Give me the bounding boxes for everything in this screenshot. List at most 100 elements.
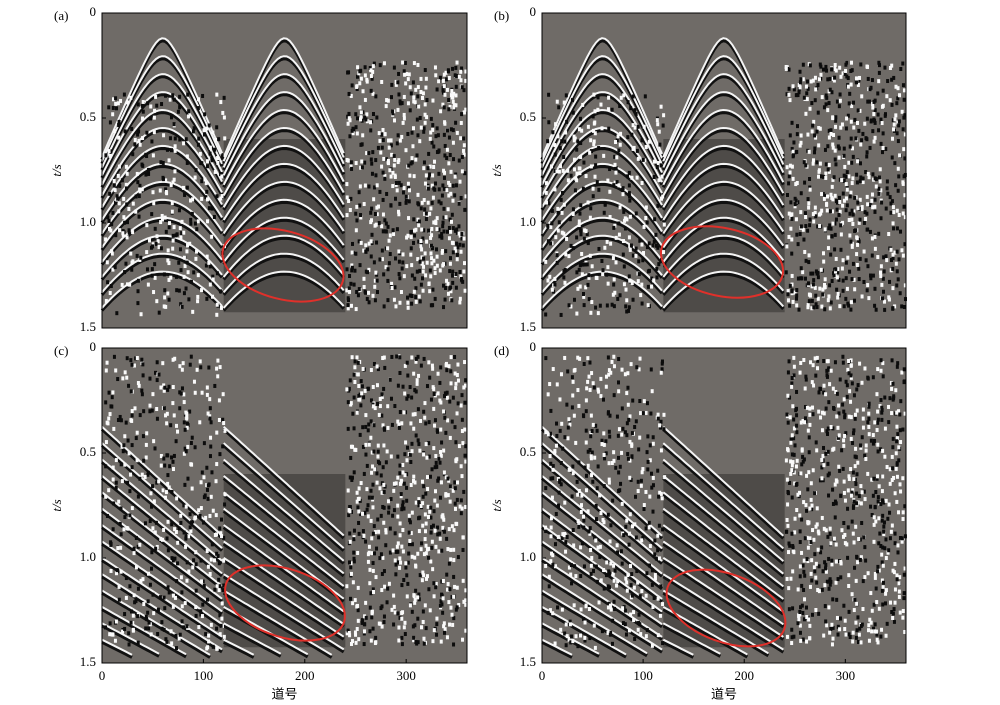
noise xyxy=(171,459,175,464)
noise xyxy=(627,183,631,188)
noise xyxy=(572,134,576,139)
noise xyxy=(414,500,418,505)
noise xyxy=(577,219,581,224)
noise xyxy=(569,243,573,248)
noise xyxy=(220,601,224,606)
reflection-shadow xyxy=(541,608,627,659)
noise xyxy=(433,528,437,533)
noise xyxy=(863,453,867,458)
noise xyxy=(870,477,874,482)
noise xyxy=(807,299,811,304)
noise xyxy=(816,110,820,115)
noise xyxy=(881,361,885,366)
noise xyxy=(555,169,559,174)
noise xyxy=(381,356,385,361)
noise xyxy=(222,535,226,540)
noise xyxy=(844,68,848,73)
noise xyxy=(357,509,361,514)
noise xyxy=(569,640,573,645)
noise xyxy=(615,155,619,160)
noise xyxy=(452,105,456,110)
noise xyxy=(208,145,212,150)
noise xyxy=(876,367,880,372)
noise xyxy=(811,78,815,83)
noise xyxy=(195,227,199,232)
noise xyxy=(393,174,397,179)
noise xyxy=(860,138,864,143)
noise xyxy=(190,435,194,440)
noise xyxy=(901,476,905,481)
noise xyxy=(182,274,186,279)
noise xyxy=(421,288,425,293)
noise xyxy=(836,295,840,300)
noise xyxy=(111,105,115,110)
noise xyxy=(454,386,458,391)
noise xyxy=(841,258,845,263)
noise xyxy=(593,174,597,179)
noise xyxy=(802,457,806,462)
noise xyxy=(125,282,129,287)
noise xyxy=(553,542,557,547)
noise xyxy=(435,247,439,252)
noise xyxy=(790,468,794,473)
noise xyxy=(845,542,849,547)
noise xyxy=(355,87,359,92)
noise xyxy=(398,201,402,206)
noise xyxy=(167,158,171,163)
noise xyxy=(824,569,828,574)
noise xyxy=(587,529,591,534)
noise xyxy=(398,138,402,143)
noise xyxy=(825,194,829,199)
noise xyxy=(893,587,897,592)
noise xyxy=(403,363,407,368)
noise xyxy=(186,270,190,275)
noise xyxy=(803,597,807,602)
noise xyxy=(448,104,452,109)
noise xyxy=(831,221,835,226)
noise xyxy=(442,621,446,626)
noise xyxy=(423,120,427,125)
noise xyxy=(140,357,144,362)
noise xyxy=(885,464,889,469)
noise xyxy=(449,557,453,562)
noise xyxy=(442,84,446,89)
noise xyxy=(211,277,215,282)
noise xyxy=(458,242,462,247)
noise xyxy=(880,578,884,583)
noise xyxy=(874,586,878,591)
noise xyxy=(570,98,574,103)
noise xyxy=(564,549,568,554)
noise xyxy=(114,458,118,463)
noise xyxy=(810,129,814,134)
noise xyxy=(847,303,851,308)
noise xyxy=(630,442,634,447)
noise xyxy=(639,632,643,637)
noise xyxy=(350,250,354,255)
noise xyxy=(804,605,808,610)
noise xyxy=(834,542,838,547)
noise xyxy=(842,521,846,526)
noise xyxy=(848,91,852,96)
noise xyxy=(148,376,152,381)
noise xyxy=(396,383,400,388)
noise xyxy=(364,413,368,418)
noise xyxy=(182,141,186,146)
noise xyxy=(558,478,562,483)
noise xyxy=(886,191,890,196)
noise xyxy=(405,264,409,269)
noise xyxy=(135,356,139,361)
noise xyxy=(795,458,799,463)
noise xyxy=(150,212,154,217)
noise xyxy=(387,238,391,243)
noise xyxy=(596,95,600,100)
noise xyxy=(787,607,791,612)
noise xyxy=(621,252,625,257)
noise xyxy=(382,304,386,309)
noise xyxy=(383,176,387,181)
noise xyxy=(798,370,802,375)
noise xyxy=(619,95,623,100)
reflection-shadow xyxy=(661,164,785,224)
noise xyxy=(455,411,459,416)
noise xyxy=(178,137,182,142)
noise xyxy=(805,557,809,562)
